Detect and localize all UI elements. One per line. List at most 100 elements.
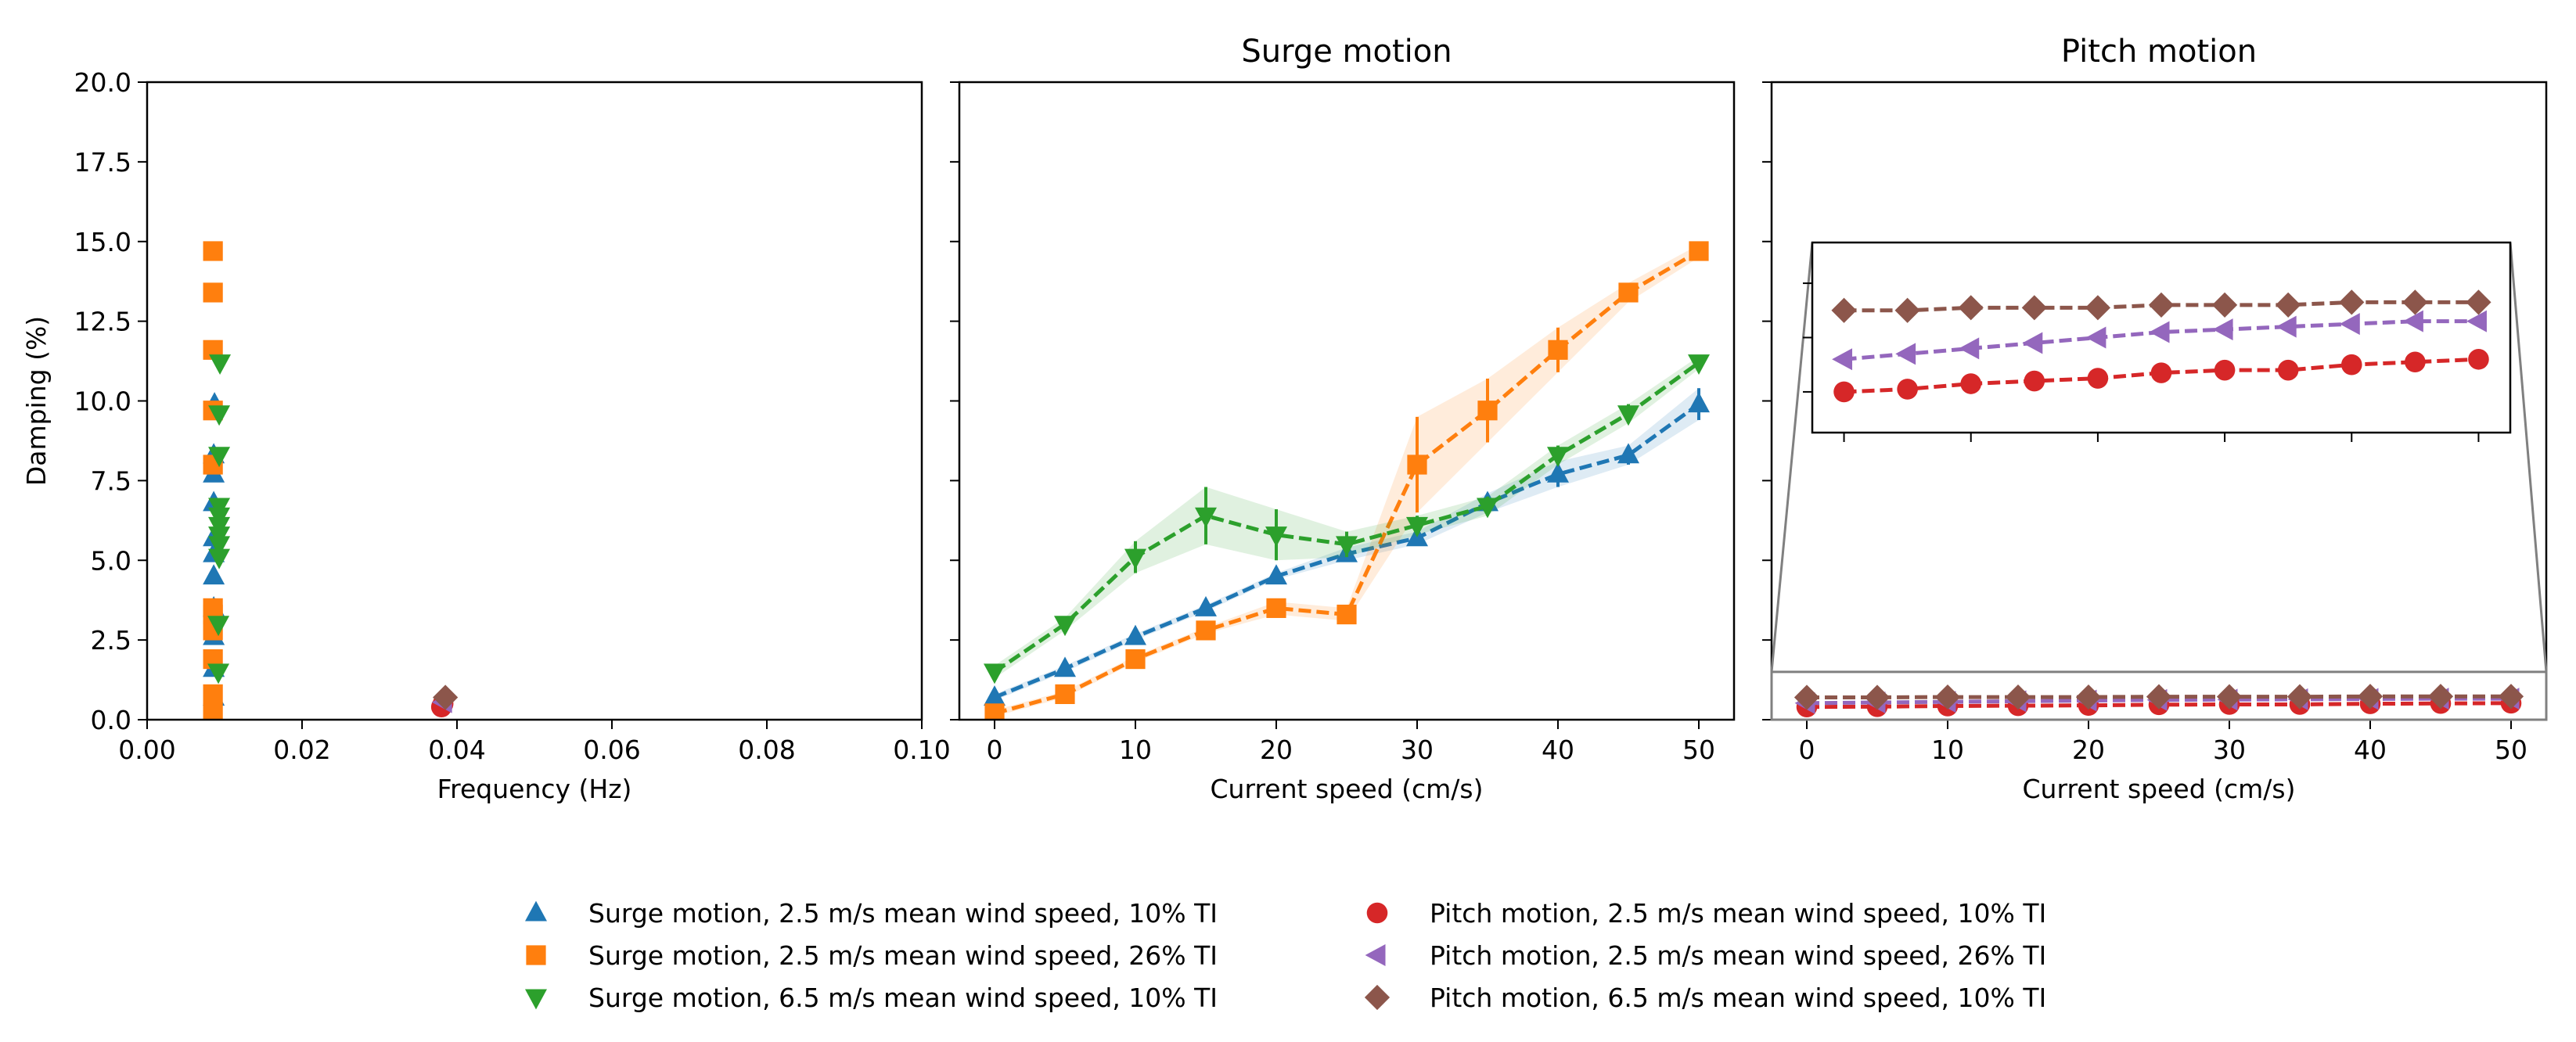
frequency-panel: 0.00 0.02 0.04 0.06 0.08 0.10 0.0 2.5 5.0 7.5 10.0…: [21, 67, 951, 804]
pitch_65_10-point: [1864, 684, 1891, 710]
surge_25_26-point: [1055, 684, 1075, 704]
surge_65_10-point: [1547, 447, 1569, 468]
surge_65_10-point: [209, 354, 232, 375]
surge_25_10-point: [1195, 595, 1217, 616]
pitch_65_10-inset-point: [2211, 292, 2238, 318]
pitch_65_10-point: [433, 684, 459, 710]
pitch_65_10-inset-point: [2339, 289, 2365, 315]
surge_25_26-point: [203, 684, 223, 704]
x-tick-label: 40: [1542, 735, 1574, 765]
surge_65_10-point: [1195, 507, 1217, 528]
legend-marker-pitch_25_26: [1365, 944, 1386, 966]
y-tick-label: 2.5: [91, 625, 131, 656]
pitch_25_10-inset-point: [2277, 359, 2299, 381]
axes-frame: [146, 81, 923, 721]
surge_65_10-point: [1617, 405, 1639, 426]
surge_25_26-point: [1266, 598, 1286, 618]
surge_25_26-point: [203, 703, 223, 720]
legend-label-pitch_25_10: Pitch motion, 2.5 m/s mean wind speed, 1…: [1430, 898, 2046, 929]
surge_25_26-point: [1407, 455, 1427, 475]
pitch_25_10-inset-point: [2214, 359, 2236, 381]
x-tick-label: 20: [2072, 735, 2105, 765]
surge_65_10-point: [208, 405, 231, 426]
x-axis-label: Frequency (Hz): [437, 774, 632, 804]
surge_65_10-point: [1054, 616, 1076, 637]
y-tick-label: 10.0: [74, 386, 131, 417]
surge_25_26-point: [1337, 604, 1357, 625]
pitch_25_26-inset-point: [2339, 313, 2360, 336]
surge_25_10-point: [1617, 443, 1639, 464]
x-tick-label: 0: [987, 735, 1003, 765]
y-tick-label: 5.0: [91, 545, 131, 576]
pitch_25_10-inset-point: [2024, 370, 2045, 392]
legend-marker-surge_25_10: [525, 900, 547, 922]
x-tick-label: 0.10: [893, 735, 950, 765]
x-tick-label: 10: [1931, 735, 1964, 765]
x-tick-label: 10: [1119, 735, 1152, 765]
pitch_25_10-inset-point: [1897, 379, 1918, 400]
pitch_65_10-point: [2005, 684, 2031, 710]
surge_25_10-point: [1547, 462, 1569, 483]
pitch_25_26-inset-point: [1832, 348, 1853, 371]
pitch_65_10-point: [2075, 684, 2102, 710]
zoom-connector-right: [2509, 242, 2548, 673]
pitch_25_26-inset-point: [2402, 310, 2423, 332]
pitch-motion-panel: 0 10 20 30 40 50 Current speed (cm/s) Pitch mot…: [1762, 34, 2548, 804]
surge_25_26-point: [1548, 340, 1568, 360]
x-tick-label: 50: [2495, 735, 2527, 765]
pitch_65_10-point: [2216, 684, 2243, 710]
inset-frame: [1811, 241, 2512, 434]
surge_65_10-point: [208, 516, 231, 537]
surge_25_26-point: [1125, 649, 1146, 670]
x-tick-label: 30: [1401, 735, 1434, 765]
surge_65_10-series-line: [993, 361, 1700, 674]
surge_65_10-point: [208, 536, 231, 557]
pitch_65_10-inset-point: [2276, 292, 2301, 318]
surge_65_10-point: [1265, 526, 1287, 548]
surge_65_10-point: [207, 616, 230, 637]
y-axis-label: Damping (%): [21, 316, 52, 486]
y-tick-label: 20.0: [74, 67, 131, 98]
pitch_65_10-point: [2357, 684, 2384, 710]
x-tick-label: 40: [2354, 735, 2387, 765]
surge_65_10-point: [208, 498, 231, 519]
surge_65_10-point: [1336, 536, 1358, 557]
pitch_65_10-point: [1934, 684, 1961, 710]
pitch_65_10-inset-point: [2466, 289, 2491, 315]
pitch_25_10-inset-point: [1833, 381, 1855, 403]
x-tick-label: 0.06: [583, 735, 640, 765]
x-tick-label: 30: [2213, 735, 2246, 765]
panel-title: Surge motion: [1241, 34, 1452, 70]
pitch_25_10-inset-point: [2150, 362, 2172, 383]
pitch_65_10-point: [1793, 684, 1820, 710]
pitch_65_10-inset-point: [1958, 295, 1984, 321]
surge_65_10-point: [207, 663, 230, 684]
surge_25_10-point: [203, 564, 225, 585]
y-tick-label: 17.5: [74, 147, 131, 178]
surge_65_10-point: [984, 663, 1006, 684]
surge_25_26-point: [1689, 241, 1709, 261]
surge_25_26-point: [1618, 282, 1639, 303]
y-tick-label: 7.5: [91, 465, 131, 496]
pitch_25_26-inset-point: [1959, 337, 1980, 360]
pitch_65_10-inset-point: [2021, 295, 2047, 321]
surge_25_26-uncertainty-band: [995, 244, 1699, 717]
legend-label-surge_25_26: Surge motion, 2.5 m/s mean wind speed, 2…: [588, 940, 1218, 971]
pitch_25_26-inset-point: [2022, 332, 2043, 354]
surge_25_26-point: [203, 241, 223, 261]
plot-area: [1793, 684, 2524, 717]
surge_25_26-point: [1477, 401, 1498, 421]
x-tick-label: 20: [1260, 735, 1293, 765]
x-axis-label: Current speed (cm/s): [1211, 774, 1484, 804]
surge_25_26-series-line: [994, 249, 1700, 716]
pitch_25_26-inset-point: [2212, 318, 2233, 341]
surge_25_10-point: [1124, 624, 1146, 645]
pitch_65_10-inset-point: [1894, 297, 1920, 323]
legend-label-pitch_25_26: Pitch motion, 2.5 m/s mean wind speed, 2…: [1430, 940, 2046, 971]
legend-marker-pitch_25_10: [1366, 902, 1388, 924]
panel-title: Pitch motion: [2061, 34, 2257, 70]
x-tick-label: 0.08: [738, 735, 795, 765]
inset-plot-area: [1831, 289, 2491, 403]
surge_65_10-point: [1477, 498, 1498, 519]
